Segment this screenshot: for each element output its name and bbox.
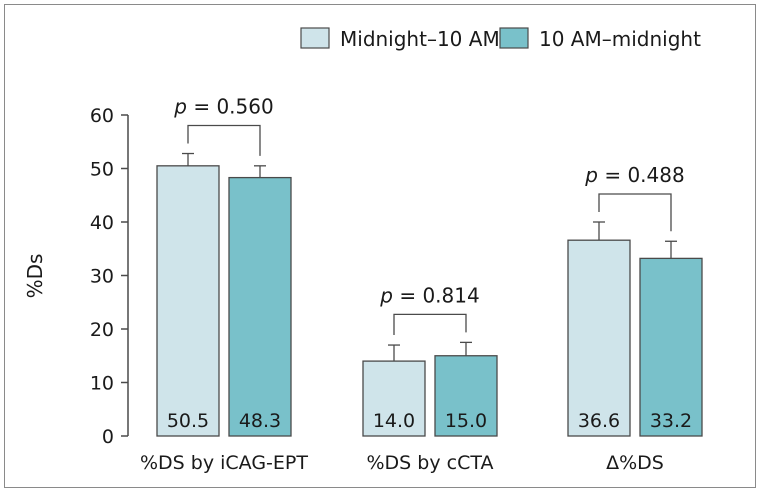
y-tick-label: 40 bbox=[90, 212, 114, 234]
bar bbox=[228, 176, 292, 437]
significance-bracket bbox=[598, 193, 672, 232]
significance-bracket bbox=[187, 124, 261, 156]
data-label: 15.0 bbox=[445, 410, 487, 432]
x-tick-label: %DS by iCAG-EPT bbox=[140, 452, 308, 474]
y-axis-label: %Ds bbox=[23, 254, 47, 299]
data-label: 14.0 bbox=[373, 410, 415, 432]
p-value-label: p = 0.488 bbox=[584, 163, 684, 187]
y-tick-label: 30 bbox=[90, 266, 114, 288]
legend-label: 10 AM–midnight bbox=[539, 27, 701, 51]
data-label: 36.6 bbox=[578, 410, 620, 432]
data-label: 33.2 bbox=[650, 410, 692, 432]
x-tick-label: %DS by cCTA bbox=[367, 452, 494, 474]
bar bbox=[639, 257, 703, 437]
x-tick-label: Δ%DS bbox=[606, 452, 664, 474]
p-value-label: p = 0.560 bbox=[173, 95, 273, 119]
y-tick-label: 60 bbox=[90, 105, 114, 127]
legend-label: Midnight–10 AM bbox=[340, 27, 500, 51]
chart-frame bbox=[4, 4, 756, 488]
bar bbox=[567, 239, 631, 437]
bar bbox=[362, 360, 426, 437]
y-tick-label: 20 bbox=[90, 319, 114, 341]
data-label: 48.3 bbox=[239, 410, 281, 432]
y-tick-label: 50 bbox=[90, 159, 114, 181]
significance-bracket bbox=[393, 313, 467, 336]
bar bbox=[434, 355, 498, 437]
bar bbox=[156, 165, 220, 437]
y-tick-label: 10 bbox=[90, 373, 114, 395]
p-value-label: p = 0.814 bbox=[379, 283, 479, 307]
y-tick-label: 0 bbox=[102, 426, 114, 448]
data-label: 50.5 bbox=[167, 410, 209, 432]
legend-swatch bbox=[300, 27, 330, 49]
legend-swatch bbox=[499, 27, 529, 49]
